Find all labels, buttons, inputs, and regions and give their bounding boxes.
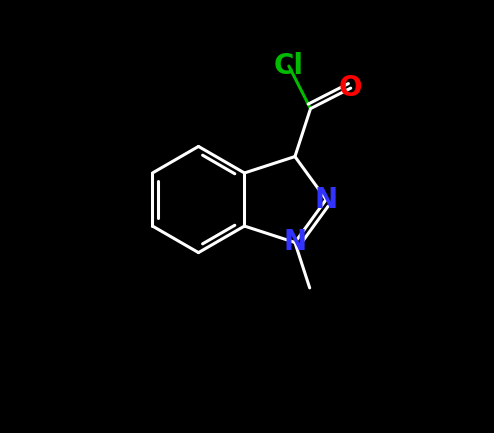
Text: N: N xyxy=(284,229,306,256)
Text: Cl: Cl xyxy=(274,52,304,80)
Text: O: O xyxy=(339,74,363,102)
Text: N: N xyxy=(315,185,338,213)
